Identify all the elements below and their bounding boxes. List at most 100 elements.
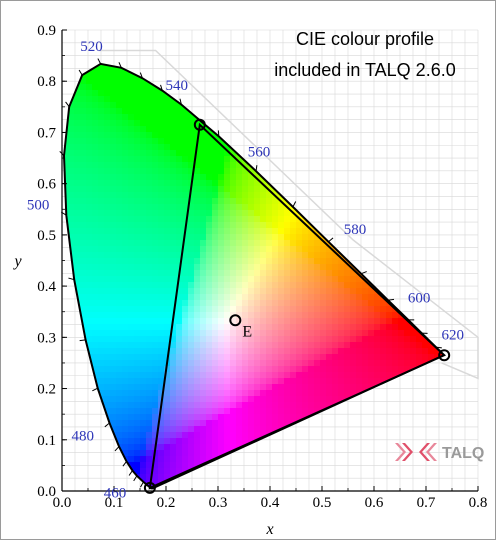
color-cell	[188, 156, 195, 163]
color-cell	[206, 450, 213, 457]
color-cell	[206, 228, 213, 235]
color-cell	[278, 216, 285, 223]
color-cell	[110, 192, 117, 199]
color-cell	[152, 234, 159, 241]
color-cell	[248, 96, 255, 103]
color-cell	[314, 192, 321, 199]
color-cell	[188, 174, 195, 181]
color-cell	[164, 486, 171, 489]
color-cell	[206, 354, 213, 361]
color-cell	[326, 438, 333, 445]
color-cell	[122, 108, 129, 115]
color-cell	[92, 108, 99, 115]
color-cell	[134, 240, 141, 247]
color-cell	[116, 378, 123, 385]
color-cell	[278, 222, 285, 229]
color-cell	[194, 72, 201, 79]
color-cell	[350, 378, 357, 385]
color-cell	[104, 246, 111, 253]
color-cell	[146, 288, 153, 295]
color-cell	[266, 360, 273, 367]
color-cell	[248, 414, 255, 421]
color-cell	[350, 390, 357, 397]
color-cell	[116, 282, 123, 289]
color-cell	[266, 396, 273, 403]
color-cell	[182, 252, 189, 259]
color-cell	[296, 192, 303, 199]
color-cell	[194, 108, 201, 115]
color-cell	[260, 486, 267, 489]
color-cell	[260, 468, 267, 475]
color-cell	[218, 270, 225, 277]
color-cell	[104, 396, 111, 403]
color-cell	[356, 342, 363, 349]
color-cell	[170, 336, 177, 343]
color-cell	[152, 120, 159, 127]
color-cell	[350, 210, 357, 217]
color-cell	[296, 456, 303, 463]
color-cell	[146, 156, 153, 163]
color-cell	[218, 258, 225, 265]
color-cell	[116, 228, 123, 235]
color-cell	[392, 210, 399, 217]
color-cell	[116, 90, 123, 97]
color-cell	[104, 348, 111, 355]
color-cell	[110, 198, 117, 205]
color-cell	[236, 222, 243, 229]
color-cell	[266, 438, 273, 445]
color-cell	[98, 288, 105, 295]
color-cell	[356, 210, 363, 217]
color-cell	[362, 96, 369, 103]
color-cell	[392, 360, 399, 367]
color-cell	[140, 288, 147, 295]
color-cell	[290, 168, 297, 175]
color-cell	[260, 294, 267, 301]
color-cell	[218, 360, 225, 367]
color-cell	[422, 252, 429, 259]
color-cell	[98, 432, 105, 439]
color-cell	[194, 432, 201, 439]
color-cell	[218, 276, 225, 283]
color-cell	[188, 306, 195, 313]
color-cell	[404, 216, 411, 223]
color-cell	[68, 222, 75, 229]
color-cell	[356, 444, 363, 451]
color-cell	[146, 234, 153, 241]
color-cell	[404, 432, 411, 439]
color-cell	[152, 204, 159, 211]
color-cell	[68, 300, 75, 307]
color-cell	[104, 48, 111, 55]
color-cell	[404, 228, 411, 235]
color-cell	[122, 402, 129, 409]
color-cell	[284, 336, 291, 343]
color-cell	[290, 252, 297, 259]
color-cell	[92, 252, 99, 259]
color-cell	[278, 432, 285, 439]
color-cell	[104, 318, 111, 325]
color-cell	[64, 432, 69, 439]
color-cell	[266, 384, 273, 391]
color-cell	[368, 96, 375, 103]
color-cell	[392, 90, 399, 97]
color-cell	[92, 78, 99, 85]
color-cell	[296, 474, 303, 481]
color-cell	[230, 258, 237, 265]
color-cell	[116, 54, 123, 61]
color-cell	[404, 138, 411, 145]
color-cell	[398, 294, 405, 301]
color-cell	[134, 354, 141, 361]
color-cell	[224, 96, 231, 103]
color-cell	[302, 258, 309, 265]
color-cell	[170, 186, 177, 193]
color-cell	[368, 468, 375, 475]
color-cell	[302, 468, 309, 475]
color-cell	[296, 246, 303, 253]
color-cell	[266, 204, 273, 211]
color-cell	[272, 390, 279, 397]
color-cell	[110, 246, 117, 253]
color-cell	[260, 222, 267, 229]
color-cell	[200, 372, 207, 379]
color-cell	[64, 90, 69, 97]
color-cell	[308, 270, 315, 277]
color-cell	[392, 414, 399, 421]
